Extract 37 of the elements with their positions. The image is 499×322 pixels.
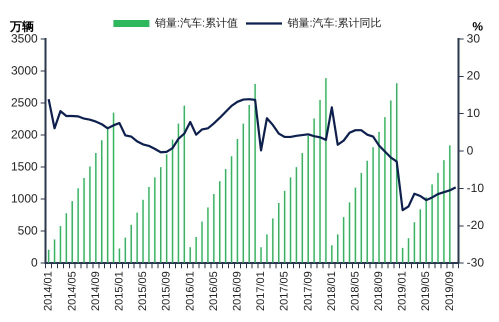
x-tick-label: 2016/09 (231, 271, 244, 312)
x-tick-label: 2019/05 (420, 271, 432, 312)
x-tick-label: 2015/09 (160, 271, 173, 312)
x-tick-label: 2018/05 (349, 271, 362, 312)
x-tick-label: 2016/05 (208, 271, 220, 312)
y-tick-label: 1500 (10, 159, 38, 174)
x-tick-label: 2014/01 (42, 271, 55, 312)
y2-tick-label: 20 (466, 68, 480, 83)
x-tick-label: 2016/01 (184, 271, 196, 312)
y2-tick-label: -30 (466, 256, 484, 270)
y2-tick-label: 30 (466, 31, 480, 46)
y2-tick-label: -20 (466, 218, 484, 232)
legend-label: 销量:汽车:累计同比 (286, 16, 382, 30)
y-tick-label: 2500 (10, 95, 38, 110)
x-tick-label: 2018/01 (326, 271, 338, 312)
x-tick-label: 2017/05 (278, 271, 291, 312)
y-tick-label: 2000 (10, 127, 38, 142)
y-tick-label: 1000 (10, 191, 38, 206)
x-tick-label: 2017/01 (255, 271, 268, 312)
x-tick-label: 2019/09 (444, 271, 456, 312)
y2-tick-label: 0 (466, 143, 474, 158)
x-tick-label: 2017/09 (302, 271, 314, 312)
x-tick-label: 2015/01 (113, 271, 126, 312)
y2-tick-label: -10 (466, 180, 484, 195)
y-tick-label: 500 (18, 224, 38, 238)
x-tick-label: 2015/05 (137, 271, 150, 312)
x-tick-label: 2018/09 (373, 271, 386, 312)
y2-tick-label: 10 (466, 106, 480, 120)
x-tick-label: 2019/01 (396, 271, 409, 312)
legend-label: 销量:汽车:累计值 (154, 16, 238, 30)
y-tick-label: 0 (31, 256, 38, 270)
y2-axis-title: % (472, 19, 484, 34)
x-tick-label: 2014/05 (66, 271, 78, 312)
y-tick-label: 3000 (10, 63, 38, 78)
x-tick-label: 2014/09 (90, 271, 102, 312)
y-tick-label: 3500 (10, 31, 38, 46)
y-axis-title: 万辆 (9, 19, 34, 34)
